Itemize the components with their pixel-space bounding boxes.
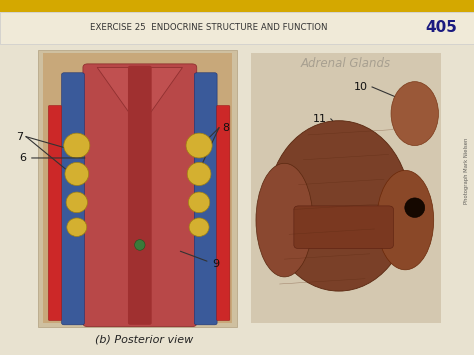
Ellipse shape [67,218,87,236]
Ellipse shape [256,163,313,277]
Text: 405: 405 [425,20,457,35]
Text: EXERCISE 25  ENDOCRINE STRUCTURE AND FUNCTION: EXERCISE 25 ENDOCRINE STRUCTURE AND FUNC… [90,23,328,32]
Ellipse shape [66,192,87,213]
FancyBboxPatch shape [0,0,474,12]
Text: 6: 6 [19,153,85,163]
FancyBboxPatch shape [217,105,230,321]
Ellipse shape [377,170,434,270]
Ellipse shape [65,162,89,185]
FancyBboxPatch shape [128,66,152,325]
FancyBboxPatch shape [83,64,197,327]
Text: Photograph Mark Nielsen: Photograph Mark Nielsen [465,137,469,203]
Ellipse shape [186,133,212,158]
Text: 10: 10 [353,82,367,92]
Text: Adrenal Glands: Adrenal Glands [301,58,391,70]
Text: 8: 8 [222,123,229,133]
FancyBboxPatch shape [294,206,393,248]
FancyBboxPatch shape [0,12,474,44]
Text: (b) Posterior view: (b) Posterior view [95,334,194,344]
Text: 9: 9 [180,251,219,269]
Ellipse shape [405,198,425,217]
Ellipse shape [391,82,438,146]
Text: 11: 11 [313,114,327,124]
FancyBboxPatch shape [194,73,217,325]
FancyBboxPatch shape [38,50,237,327]
Polygon shape [97,67,182,128]
Ellipse shape [189,218,209,236]
FancyBboxPatch shape [48,105,62,321]
Ellipse shape [187,162,211,185]
Text: 7: 7 [16,132,23,142]
Ellipse shape [188,192,210,213]
Ellipse shape [64,133,90,158]
FancyBboxPatch shape [251,53,441,323]
FancyBboxPatch shape [43,53,232,323]
Ellipse shape [135,240,145,250]
FancyBboxPatch shape [62,73,84,325]
Ellipse shape [268,121,410,291]
